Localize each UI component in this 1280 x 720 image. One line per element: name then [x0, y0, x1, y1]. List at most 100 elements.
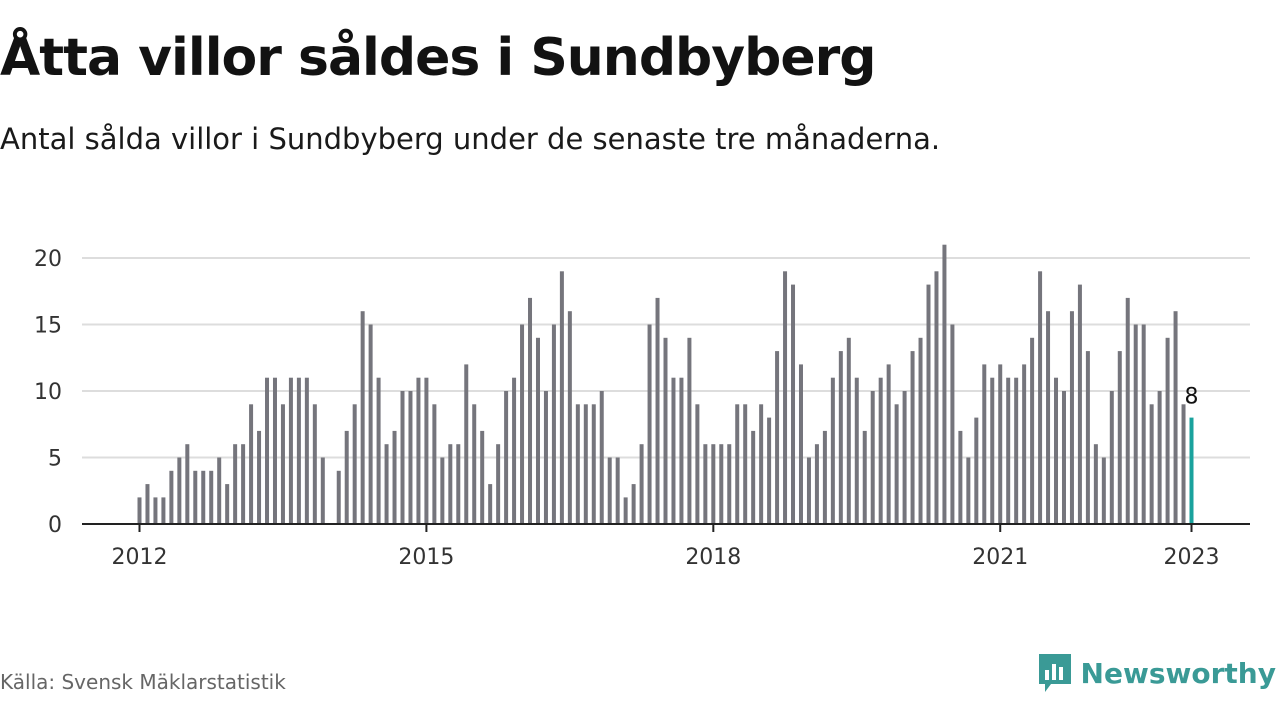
bar — [320, 457, 325, 524]
bar — [703, 444, 708, 524]
bar — [719, 444, 724, 524]
bar — [272, 377, 277, 524]
bar — [559, 271, 564, 524]
bar — [288, 377, 293, 524]
bar — [296, 377, 301, 524]
bar — [336, 470, 341, 524]
bar — [615, 457, 620, 524]
bar — [1141, 324, 1146, 524]
bar — [153, 497, 158, 524]
bar — [201, 470, 206, 524]
bar — [1101, 457, 1106, 524]
bar — [998, 364, 1003, 524]
bar — [1157, 391, 1162, 524]
bar — [392, 430, 397, 524]
chart-title: Åtta villor såldes i Sundbyberg — [0, 28, 877, 88]
bar — [1077, 284, 1082, 524]
bar — [368, 324, 373, 524]
bar — [958, 430, 963, 524]
bar — [727, 444, 732, 524]
bar — [822, 430, 827, 524]
bar — [854, 377, 859, 524]
bar — [145, 484, 150, 524]
bar — [424, 377, 429, 524]
chart-subtitle: Antal sålda villor i Sundbyberg under de… — [0, 122, 941, 156]
bar — [480, 430, 485, 524]
bar — [520, 324, 525, 524]
bar — [607, 457, 612, 524]
brand-logo: Newsworthy — [1037, 652, 1276, 694]
y-tick-label: 5 — [48, 447, 62, 472]
bar — [448, 444, 453, 524]
bar — [950, 324, 955, 524]
bar — [1181, 404, 1186, 524]
bar — [679, 377, 684, 524]
bar — [655, 297, 660, 524]
bar — [512, 377, 517, 524]
bar — [1125, 297, 1130, 524]
bar — [312, 404, 317, 524]
bar — [432, 404, 437, 524]
bar — [966, 457, 971, 524]
bar-chart: 0 5 10 15 20 8 2012 2015 2018 2021 2023 — [34, 244, 1250, 570]
bar — [535, 337, 540, 524]
x-tick-label: 2021 — [972, 545, 1028, 570]
bar — [185, 444, 190, 524]
bar — [177, 457, 182, 524]
bar — [775, 351, 780, 524]
bar — [759, 404, 764, 524]
y-tick-label: 15 — [34, 314, 62, 339]
bar — [583, 404, 588, 524]
bar — [352, 404, 357, 524]
highlight-value-label: 8 — [1185, 385, 1199, 410]
bar — [814, 444, 819, 524]
bar — [631, 484, 636, 524]
bar — [1006, 377, 1011, 524]
bar — [783, 271, 788, 524]
bar — [1165, 337, 1170, 524]
bar — [743, 404, 748, 524]
bar — [161, 497, 166, 524]
bar — [1085, 351, 1090, 524]
bar — [233, 444, 238, 524]
bar — [464, 364, 469, 524]
bar — [280, 404, 285, 524]
bar — [169, 470, 174, 524]
bar — [257, 430, 262, 524]
bar — [1117, 351, 1122, 524]
bar — [599, 391, 604, 524]
bar — [647, 324, 652, 524]
y-tick-label: 0 — [48, 513, 62, 538]
bar — [1133, 324, 1138, 524]
bar — [1093, 444, 1098, 524]
bar — [1061, 391, 1066, 524]
x-tick-label: 2012 — [112, 545, 168, 570]
bar — [982, 364, 987, 524]
bar — [862, 430, 867, 524]
bar — [1038, 271, 1043, 524]
newsworthy-logo-icon — [1038, 654, 1071, 692]
bar — [639, 444, 644, 524]
bar — [408, 391, 413, 524]
bar — [791, 284, 796, 524]
bar — [870, 391, 875, 524]
bar — [926, 284, 931, 524]
bar — [751, 430, 756, 524]
bar — [942, 244, 947, 524]
bar — [918, 337, 923, 524]
bar — [496, 444, 501, 524]
bar — [671, 377, 676, 524]
bar — [360, 311, 365, 524]
bar — [806, 457, 811, 524]
bar — [830, 377, 835, 524]
bar — [1149, 404, 1154, 524]
bar — [304, 377, 309, 524]
bar — [798, 364, 803, 524]
bar — [416, 377, 421, 524]
bar — [735, 404, 740, 524]
brand-name: Newsworthy — [1080, 656, 1276, 690]
bar — [209, 470, 214, 524]
x-tick-label: 2018 — [685, 545, 741, 570]
bar — [1046, 311, 1051, 524]
bar — [711, 444, 716, 524]
